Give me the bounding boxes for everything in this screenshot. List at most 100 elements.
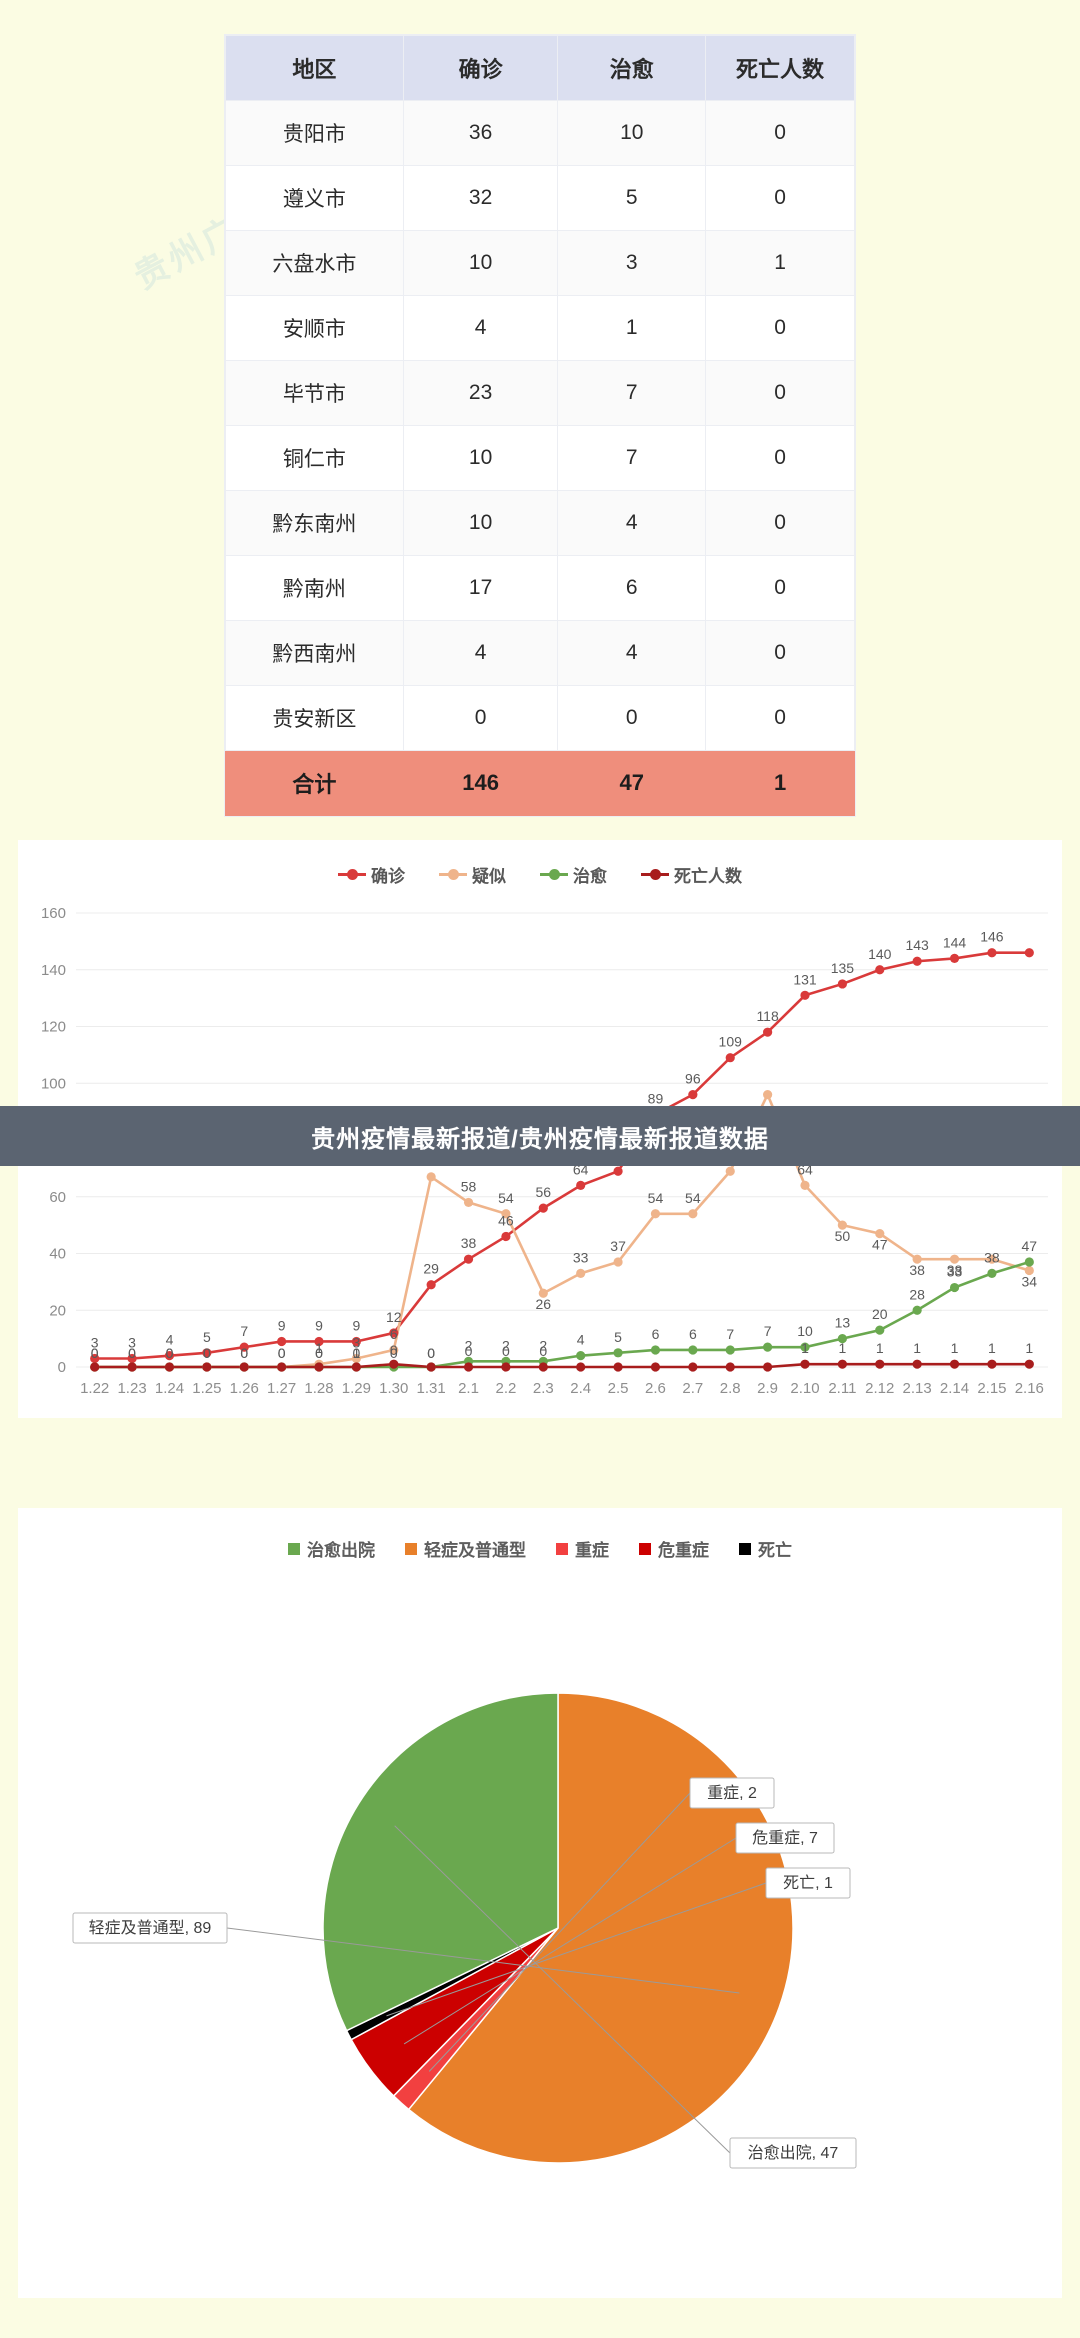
legend-marker-suspected-icon (439, 869, 467, 880)
data-point (463, 1254, 474, 1264)
callout-label: 死亡, 1 (783, 1874, 833, 1892)
data-point (875, 1325, 885, 1335)
y-axis-tick: 160 (41, 905, 66, 922)
data-label: 0 (203, 1345, 211, 1361)
callout-label: 重症, 2 (707, 1784, 757, 1802)
cell-deaths: 0 (705, 555, 855, 621)
data-label: 37 (610, 1238, 626, 1254)
table-header-row: 地区 确诊 治愈 死亡人数 (225, 35, 855, 101)
x-axis-tick: 1.27 (267, 1380, 296, 1397)
data-label: 2 (465, 1337, 473, 1353)
data-point (576, 1268, 586, 1278)
cell-confirmed: 0 (402, 685, 559, 751)
data-point (725, 1362, 735, 1372)
data-label: 0 (166, 1345, 174, 1361)
pie-legend-item-critical[interactable]: 危重症 (639, 1536, 709, 1561)
x-axis-tick: 1.23 (117, 1380, 146, 1397)
data-label: 0 (427, 1345, 435, 1361)
series-line-治愈 (94, 1260, 1030, 1369)
legend-item-cured[interactable]: 治愈 (540, 862, 607, 887)
legend-marker-deaths-icon (641, 869, 669, 880)
data-point (837, 979, 847, 989)
pie-slice-轻症及普通型[interactable] (407, 1692, 794, 2164)
data-point (351, 1353, 361, 1364)
pie-slice-治愈出院[interactable] (322, 1692, 559, 2032)
data-point (800, 1180, 810, 1190)
callout-box (765, 1867, 851, 1899)
overlay-banner: 贵州疫情最新报道/贵州疫情最新报道数据 (0, 1106, 1080, 1166)
epidemic-stats-table: 地区 确诊 治愈 死亡人数 贵阳市 36 10 0 遵义市 32 5 0 六盘水市 10 3 1 安顺市… (225, 35, 855, 816)
cell-region: 安顺市 (225, 295, 404, 361)
cell-cured: 4 (557, 620, 707, 686)
data-point (688, 1362, 698, 1372)
data-label: 0 (91, 1345, 99, 1361)
x-axis-tick: 2.6 (645, 1380, 666, 1397)
table-row: 黔东南州 10 4 0 (225, 490, 855, 556)
pie-legend-label-cured: 治愈出院 (307, 1541, 375, 1560)
x-axis-tick: 2.5 (608, 1380, 629, 1397)
cell-region: 黔西南州 (225, 620, 404, 686)
data-point (538, 1203, 548, 1213)
data-label: 0 (91, 1345, 99, 1361)
data-point (426, 1362, 436, 1372)
cell-region: 贵阳市 (225, 100, 404, 166)
y-axis-tick: 120 (41, 1019, 66, 1036)
data-label: 12 (386, 1309, 402, 1325)
legend-item-suspected[interactable]: 疑似 (439, 862, 506, 887)
legend-marker-cured-icon (540, 869, 568, 880)
callout-label: 治愈出院, 47 (748, 2144, 839, 2162)
pie-legend-item-severe[interactable]: 重症 (556, 1536, 609, 1561)
data-label: 0 (240, 1345, 248, 1361)
data-label: 5 (614, 1329, 622, 1345)
cell-cured: 0 (557, 685, 707, 751)
callout-label: 危重症, 7 (752, 1829, 818, 1847)
data-point (725, 1345, 735, 1355)
pie-legend-label-critical: 危重症 (658, 1541, 709, 1560)
cell-cured: 10 (557, 100, 707, 166)
data-point (949, 1254, 960, 1264)
data-label: 29 (423, 1261, 439, 1277)
data-label: 0 (240, 1345, 248, 1361)
data-point (688, 1090, 698, 1100)
x-axis-tick: 1.31 (417, 1380, 446, 1397)
callout-leader-line (428, 1792, 691, 2072)
cell-region: 六盘水市 (225, 230, 404, 296)
pie-legend-item-death[interactable]: 死亡 (739, 1536, 792, 1561)
cell-region: 毕节市 (225, 360, 404, 426)
table-row: 黔西南州 4 4 0 (225, 620, 855, 686)
y-axis-tick: 140 (41, 962, 66, 979)
cell-deaths: 1 (705, 230, 855, 296)
x-axis-tick: 2.14 (940, 1380, 969, 1397)
data-label: 1 (988, 1340, 996, 1356)
x-axis-tick: 2.8 (720, 1380, 741, 1397)
data-point (875, 1229, 885, 1239)
x-axis-tick: 1.28 (304, 1380, 333, 1397)
data-point (837, 1220, 847, 1230)
pie-legend-swatch-cured-icon (288, 1542, 300, 1555)
pie-legend-item-cured[interactable]: 治愈出院 (288, 1536, 375, 1561)
data-point (1024, 1265, 1034, 1276)
data-point (875, 1359, 885, 1369)
x-axis-tick: 2.15 (977, 1380, 1006, 1397)
data-point (763, 1090, 773, 1100)
cell-cured: 7 (557, 425, 707, 491)
pie-legend-item-mild[interactable]: 轻症及普通型 (405, 1536, 526, 1561)
cell-deaths: 0 (705, 620, 855, 686)
data-point (650, 1345, 661, 1355)
data-point (463, 1362, 474, 1372)
x-axis-tick: 2.12 (865, 1380, 894, 1397)
legend-item-confirmed[interactable]: 确诊 (338, 862, 405, 887)
data-label: 26 (536, 1296, 552, 1312)
col-header-confirmed: 确诊 (402, 35, 559, 101)
data-label: 3 (128, 1334, 136, 1350)
data-label: 140 (868, 946, 892, 962)
data-label: 38 (947, 1262, 963, 1278)
table-total-row: 合计 146 47 1 (225, 750, 855, 816)
data-label: 47 (872, 1237, 888, 1253)
banner-title: 贵州疫情最新报道/贵州疫情最新报道数据 (311, 1125, 769, 1153)
data-point (501, 1209, 511, 1219)
cell-deaths: 0 (705, 685, 855, 751)
cell-cured: 6 (557, 555, 707, 621)
data-point (613, 1166, 623, 1176)
legend-item-deaths[interactable]: 死亡人数 (641, 862, 742, 887)
